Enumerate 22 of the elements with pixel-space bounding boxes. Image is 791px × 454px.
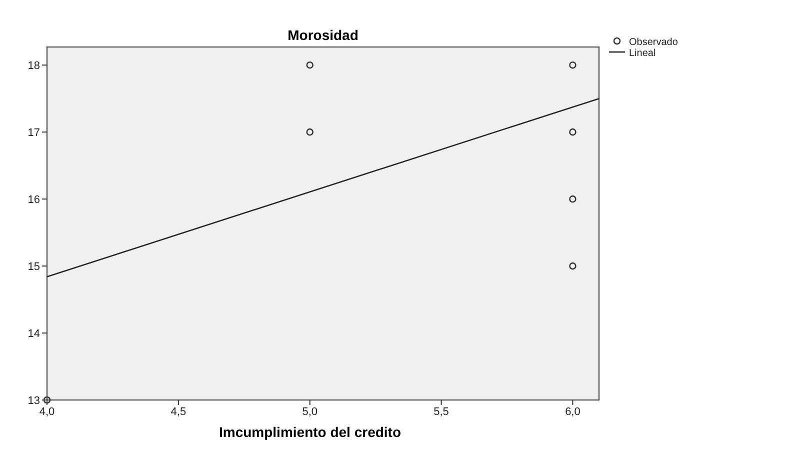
x-tick-label: 5,0 xyxy=(302,406,318,418)
x-tick-label: 4,0 xyxy=(39,406,55,418)
point xyxy=(43,396,51,404)
y-tick-label: 13 xyxy=(28,395,40,407)
x-axis-title: Imcumplimiento del credito xyxy=(218,424,402,440)
legend-label: Observado xyxy=(629,37,678,48)
y-tick-label: 17 xyxy=(28,127,40,140)
x-tick-label: 6,0 xyxy=(565,406,580,418)
chart-title: Morosidad xyxy=(288,27,358,43)
x-tick-label: 4,5 xyxy=(170,406,186,418)
point xyxy=(569,61,576,69)
legend-label: Lineal xyxy=(629,48,656,59)
point xyxy=(569,195,576,203)
point xyxy=(306,61,314,69)
y-tick-label: 16 xyxy=(28,194,40,206)
y-tick-label: 18 xyxy=(28,60,40,72)
x-tick-label: 5,5 xyxy=(434,406,449,418)
point xyxy=(306,128,314,136)
point xyxy=(569,128,576,136)
point xyxy=(569,262,576,270)
y-tick-label: 14 xyxy=(28,328,40,340)
y-tick-label: 15 xyxy=(28,261,40,274)
